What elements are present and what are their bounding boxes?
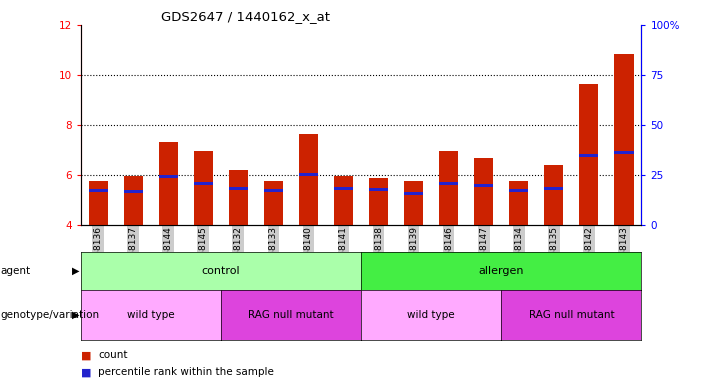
Text: allergen: allergen bbox=[479, 266, 524, 276]
Bar bbox=[158, 142, 178, 225]
Bar bbox=[579, 84, 599, 225]
Text: ▶: ▶ bbox=[72, 266, 79, 276]
Bar bbox=[544, 187, 564, 190]
Bar bbox=[158, 175, 178, 179]
Bar bbox=[334, 176, 353, 225]
Text: ■: ■ bbox=[81, 350, 91, 360]
Bar bbox=[229, 187, 248, 190]
Bar bbox=[264, 189, 283, 192]
Bar bbox=[229, 170, 248, 225]
Bar bbox=[334, 187, 353, 190]
Bar bbox=[88, 181, 108, 225]
Bar bbox=[369, 179, 388, 225]
Bar bbox=[193, 182, 213, 185]
Bar bbox=[264, 181, 283, 225]
Bar bbox=[193, 151, 213, 225]
Bar bbox=[439, 182, 458, 185]
Bar bbox=[614, 151, 634, 154]
Text: count: count bbox=[98, 350, 128, 360]
Bar bbox=[299, 134, 318, 225]
Bar bbox=[579, 154, 599, 157]
Bar bbox=[404, 192, 423, 195]
Bar bbox=[88, 189, 108, 192]
Text: ▶: ▶ bbox=[72, 310, 79, 320]
Bar bbox=[509, 189, 529, 192]
Text: RAG null mutant: RAG null mutant bbox=[248, 310, 334, 320]
Bar bbox=[614, 54, 634, 225]
Text: RAG null mutant: RAG null mutant bbox=[529, 310, 614, 320]
Text: genotype/variation: genotype/variation bbox=[1, 310, 100, 320]
Bar bbox=[474, 159, 494, 225]
Bar bbox=[509, 181, 529, 225]
Text: agent: agent bbox=[1, 266, 31, 276]
Text: wild type: wild type bbox=[127, 310, 175, 320]
Bar bbox=[123, 176, 143, 225]
Bar bbox=[544, 165, 564, 225]
Bar bbox=[123, 190, 143, 194]
Bar bbox=[474, 184, 494, 187]
Text: wild type: wild type bbox=[407, 310, 455, 320]
Bar bbox=[439, 151, 458, 225]
Bar bbox=[404, 181, 423, 225]
Bar bbox=[299, 173, 318, 176]
Text: control: control bbox=[201, 266, 240, 276]
Bar bbox=[369, 188, 388, 191]
Text: ■: ■ bbox=[81, 367, 91, 377]
Text: percentile rank within the sample: percentile rank within the sample bbox=[98, 367, 274, 377]
Text: GDS2647 / 1440162_x_at: GDS2647 / 1440162_x_at bbox=[161, 10, 330, 23]
